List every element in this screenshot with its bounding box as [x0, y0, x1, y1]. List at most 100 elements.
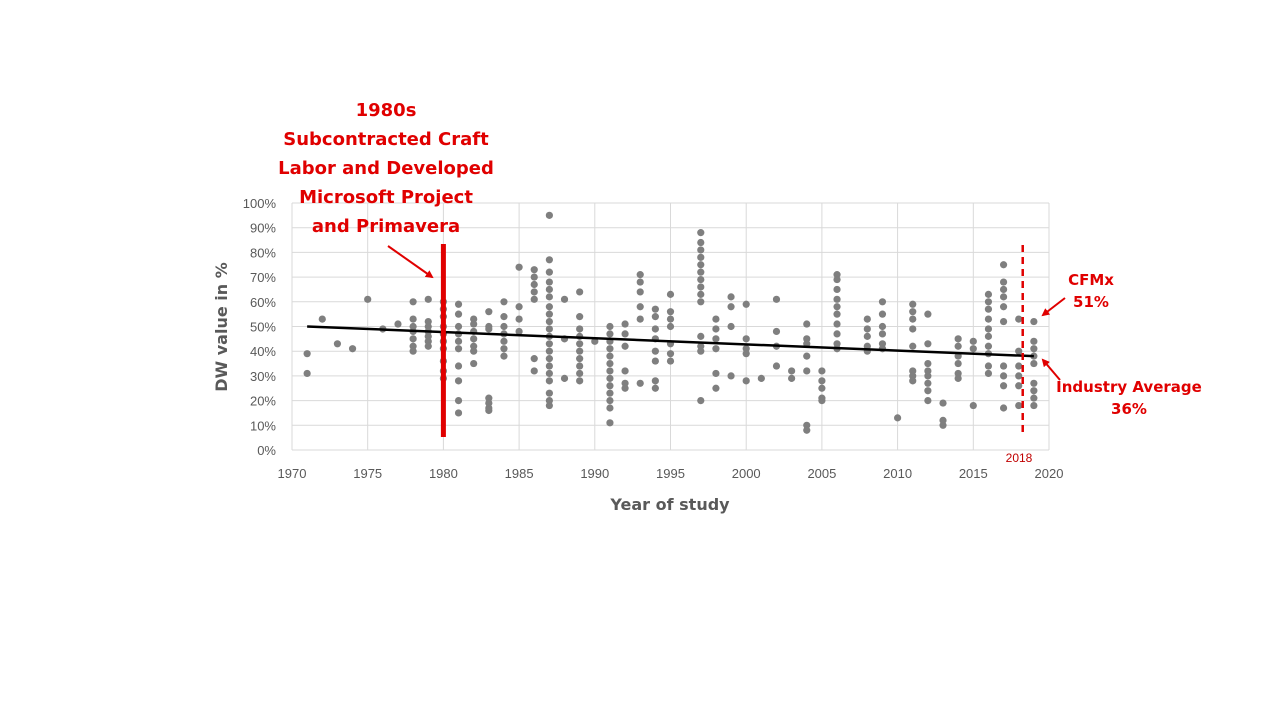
data-point — [500, 322, 508, 331]
data-point — [727, 293, 735, 301]
y-tick-label: 100% — [243, 196, 277, 211]
data-point — [939, 399, 947, 407]
data-point — [697, 261, 705, 269]
data-point — [409, 335, 417, 343]
data-point — [606, 322, 614, 331]
data-point — [545, 340, 553, 348]
data-point — [666, 315, 675, 323]
data-point — [454, 377, 463, 385]
data-point — [954, 335, 962, 343]
data-point — [909, 367, 917, 375]
y-tick-label: 30% — [250, 369, 276, 384]
x-tick-label: 1980 — [429, 466, 458, 481]
data-point — [364, 295, 372, 303]
data-point — [999, 372, 1008, 380]
data-point — [742, 335, 750, 343]
data-point — [409, 298, 417, 306]
data-point — [833, 275, 841, 284]
y-tick-label: 80% — [250, 245, 276, 260]
data-point — [409, 322, 417, 331]
data-point — [697, 229, 705, 237]
trend-line — [307, 325, 1034, 358]
data-point — [560, 374, 569, 382]
data-point — [621, 330, 629, 338]
data-point — [409, 347, 417, 355]
data-point — [788, 367, 796, 375]
data-point — [833, 330, 841, 338]
data-point — [545, 317, 553, 326]
industry-value: 36% — [1111, 400, 1147, 418]
data-point — [984, 325, 993, 333]
data-point — [954, 359, 962, 368]
data-point — [833, 320, 841, 328]
data-point — [1030, 317, 1038, 326]
data-point — [545, 401, 553, 410]
data-point — [1030, 345, 1038, 353]
data-point — [470, 335, 478, 343]
x-axis-title: Year of study — [609, 495, 730, 514]
data-point — [833, 271, 841, 279]
y-tick-label: 70% — [250, 270, 276, 285]
data-point — [803, 367, 811, 375]
data-point — [606, 397, 614, 405]
data-point — [651, 325, 659, 333]
data-point — [621, 379, 629, 387]
data-point — [606, 359, 614, 368]
data-points — [303, 211, 1038, 434]
data-point — [1015, 382, 1023, 390]
data-point — [712, 369, 720, 378]
data-point — [909, 342, 917, 350]
data-point — [409, 342, 417, 350]
data-point — [833, 295, 841, 303]
data-point — [712, 345, 720, 353]
data-point — [424, 295, 432, 303]
data-point — [515, 327, 523, 336]
data-point — [697, 347, 705, 355]
data-point — [697, 275, 705, 284]
tick-labels: 0% 10% 20% 30% 40% 50% 60% 70% 80% 90% 100% 1970 197… — [243, 196, 1064, 481]
data-point — [545, 347, 553, 355]
data-point — [500, 352, 508, 360]
data-point — [999, 317, 1008, 326]
data-point — [727, 322, 735, 331]
data-point — [984, 290, 993, 298]
data-point — [530, 355, 538, 363]
data-point — [621, 367, 629, 375]
data-point — [545, 389, 553, 397]
x-tick-label: 1975 — [353, 466, 382, 481]
era-title: 1980s — [356, 100, 417, 121]
data-point — [984, 305, 993, 313]
data-point — [924, 340, 932, 348]
data-point — [803, 320, 811, 328]
data-point — [515, 303, 523, 311]
y-tick-label: 0% — [257, 443, 276, 458]
y-tick-label: 10% — [250, 418, 276, 433]
data-point — [909, 300, 917, 308]
y-tick-label: 50% — [250, 320, 276, 335]
data-point — [470, 347, 478, 355]
data-point — [924, 367, 932, 375]
data-point — [833, 310, 841, 318]
data-point — [878, 298, 887, 306]
data-point — [576, 325, 584, 333]
x-tick-label: 2010 — [883, 466, 912, 481]
data-point — [576, 288, 584, 296]
data-point — [772, 327, 781, 336]
data-point — [727, 303, 735, 311]
data-point — [1030, 401, 1038, 410]
industry-label: Industry Average — [1056, 378, 1202, 396]
data-point — [712, 335, 720, 343]
data-point — [651, 377, 659, 385]
data-point — [545, 369, 553, 378]
data-point — [394, 320, 402, 328]
data-point — [909, 325, 917, 333]
x-tick-label: 2000 — [732, 466, 761, 481]
data-point — [772, 295, 781, 303]
data-point — [636, 278, 644, 286]
data-point — [954, 369, 962, 378]
data-point — [318, 315, 326, 323]
data-point — [1030, 379, 1038, 387]
cfmx-arrow — [1041, 297, 1066, 317]
data-point — [545, 325, 553, 333]
data-point — [545, 377, 553, 385]
